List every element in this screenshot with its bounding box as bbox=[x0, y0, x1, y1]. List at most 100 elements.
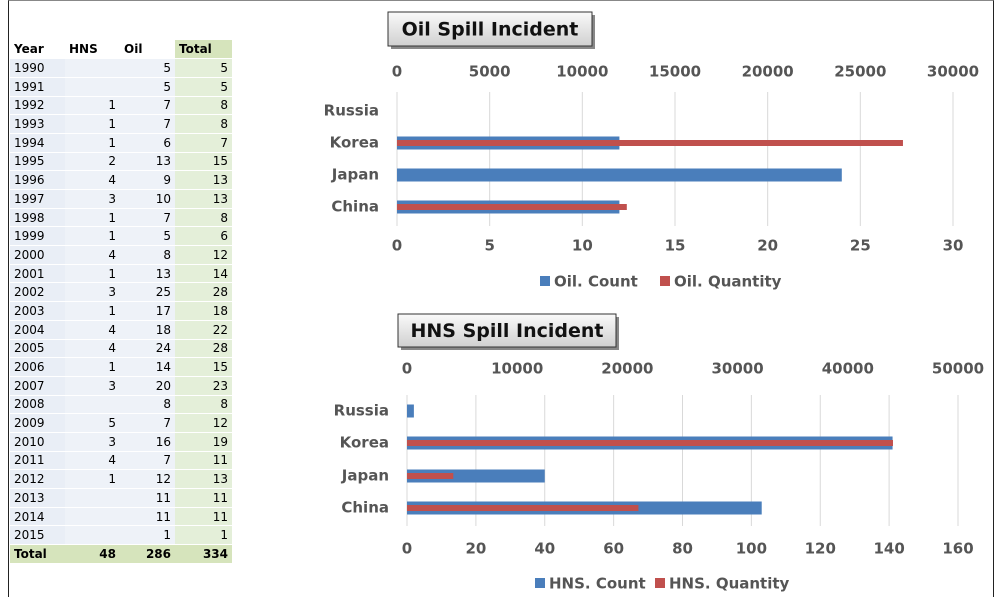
legend-label: Oil. Count bbox=[554, 273, 638, 291]
y-tick-label: Korea bbox=[340, 434, 389, 452]
legend-label: HNS. Count bbox=[549, 575, 646, 593]
bar bbox=[407, 440, 893, 446]
table-cell: 12 bbox=[175, 245, 232, 265]
table-row: 2006 1 14 15 bbox=[10, 357, 232, 377]
bar bbox=[397, 204, 627, 210]
y-tick-label: Russia bbox=[334, 402, 389, 420]
table-cell: 2007 bbox=[10, 376, 65, 396]
table-cell: 1992 bbox=[10, 96, 65, 116]
table-cell bbox=[65, 507, 120, 527]
table-cell: 2015 bbox=[10, 525, 65, 546]
table-row: Total 48 286 334 bbox=[10, 544, 232, 564]
table-row: 1995 2 13 15 bbox=[10, 152, 232, 172]
table-cell: Total bbox=[10, 544, 65, 564]
legend-label: Oil. Quantity bbox=[674, 273, 782, 291]
table-cell: 2006 bbox=[10, 357, 65, 377]
x-tick-label: 160 bbox=[942, 540, 973, 558]
table-cell: 11 bbox=[175, 451, 232, 471]
chart-title: Oil Spill Incident bbox=[402, 19, 579, 41]
table-row: 1990 5 5 bbox=[10, 58, 232, 78]
x2-tick-label: 10000 bbox=[491, 360, 543, 378]
table-cell: 4 bbox=[65, 245, 120, 265]
table-cell: 1998 bbox=[10, 208, 65, 228]
table-cell: Total bbox=[175, 40, 232, 60]
table-cell: 28 bbox=[175, 339, 232, 359]
table-row: 2015 1 1 bbox=[10, 525, 232, 546]
legend-swatch bbox=[660, 276, 670, 286]
x-tick-label: 30 bbox=[943, 237, 964, 255]
x2-tick-label: 20000 bbox=[742, 63, 794, 81]
x2-tick-label: 30000 bbox=[927, 63, 979, 81]
table-row: 1996 4 9 13 bbox=[10, 170, 232, 190]
table-cell: 5 bbox=[120, 58, 175, 78]
table-row: 1993 1 7 8 bbox=[10, 114, 232, 134]
x2-tick-label: 10000 bbox=[556, 63, 608, 81]
table-cell: 11 bbox=[120, 507, 175, 527]
table-row: 2010 3 16 19 bbox=[10, 432, 232, 452]
x2-tick-label: 5000 bbox=[469, 63, 511, 81]
table-cell: 1 bbox=[175, 525, 232, 546]
bar bbox=[407, 473, 454, 479]
x-tick-label: 10 bbox=[572, 237, 593, 255]
table-cell: 2002 bbox=[10, 282, 65, 303]
table-cell: 18 bbox=[120, 320, 175, 340]
table-row: Year HNS Oil Total bbox=[10, 40, 232, 60]
table-cell: 13 bbox=[175, 469, 232, 489]
x2-tick-label: 50000 bbox=[932, 360, 984, 378]
table-cell: 22 bbox=[175, 320, 232, 340]
legend-label: HNS. Quantity bbox=[669, 575, 790, 593]
table-cell: 13 bbox=[120, 152, 175, 172]
table-row: 1994 1 6 7 bbox=[10, 133, 232, 153]
table-cell: 1994 bbox=[10, 133, 65, 153]
table-cell: 1990 bbox=[10, 58, 65, 78]
frame bbox=[8, 0, 994, 597]
x2-tick-label: 30000 bbox=[712, 360, 764, 378]
table-cell: 2011 bbox=[10, 451, 65, 471]
bar bbox=[397, 168, 842, 182]
table-cell: Oil bbox=[120, 40, 175, 60]
table-cell: 1997 bbox=[10, 189, 65, 209]
title-box bbox=[387, 11, 593, 47]
x2-tick-label: 15000 bbox=[649, 63, 701, 81]
table-cell: 7 bbox=[120, 208, 175, 228]
table-cell: 23 bbox=[175, 376, 232, 396]
table-cell: 2001 bbox=[10, 264, 65, 284]
table-cell: 1 bbox=[65, 114, 120, 134]
table-cell: 6 bbox=[120, 133, 175, 153]
table-cell: 1 bbox=[65, 226, 120, 247]
table-cell: 334 bbox=[175, 544, 232, 564]
table-cell: 2014 bbox=[10, 507, 65, 527]
table-cell: Year bbox=[10, 40, 65, 60]
table-cell: 14 bbox=[175, 264, 232, 284]
table-cell: 19 bbox=[175, 432, 232, 452]
table-cell: 7 bbox=[120, 114, 175, 134]
table-cell: 25 bbox=[120, 282, 175, 303]
table-cell: 2010 bbox=[10, 432, 65, 452]
bar bbox=[397, 140, 903, 146]
table-cell: 2008 bbox=[10, 395, 65, 415]
table-cell bbox=[65, 395, 120, 415]
table-cell: 2003 bbox=[10, 301, 65, 321]
table-row: 2002 3 25 28 bbox=[10, 282, 232, 303]
chart-title: HNS Spill Incident bbox=[410, 320, 603, 342]
table-cell: 48 bbox=[65, 544, 120, 564]
table-cell: 4 bbox=[65, 451, 120, 471]
table-cell bbox=[65, 77, 120, 97]
table-cell: 2013 bbox=[10, 488, 65, 508]
table-cell: 8 bbox=[120, 245, 175, 265]
table-cell: 11 bbox=[120, 488, 175, 508]
legend-swatch bbox=[655, 578, 665, 588]
y-tick-label: Korea bbox=[330, 134, 379, 152]
bar bbox=[407, 404, 414, 418]
table-cell: 18 bbox=[175, 301, 232, 321]
table-cell: 28 bbox=[175, 282, 232, 303]
table-row: 2007 3 20 23 bbox=[10, 376, 232, 396]
table-cell: 17 bbox=[120, 301, 175, 321]
table-cell: 1 bbox=[120, 525, 175, 546]
table-cell: 15 bbox=[175, 357, 232, 377]
table-cell: 2005 bbox=[10, 339, 65, 359]
table-row: 1992 1 7 8 bbox=[10, 96, 232, 116]
legend-swatch bbox=[535, 578, 545, 588]
